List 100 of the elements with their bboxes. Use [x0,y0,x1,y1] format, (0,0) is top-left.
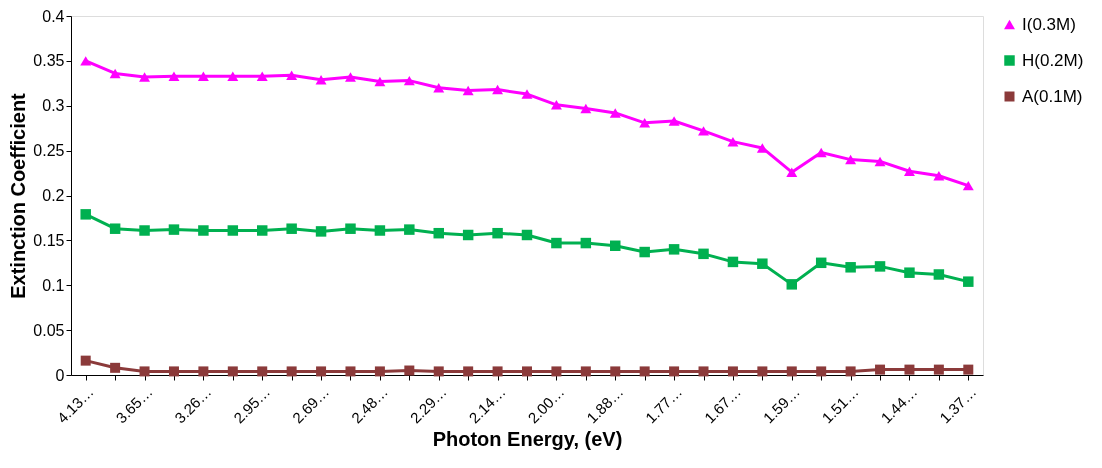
point [80,355,91,366]
point [404,365,415,376]
point [668,116,680,126]
point [933,269,945,280]
point [227,71,239,81]
point [816,366,827,377]
point [139,72,151,82]
point [962,180,974,191]
point [316,366,327,377]
point [80,209,91,220]
point [403,75,415,86]
point [492,84,504,95]
legend-label: H(0.2M) [1022,50,1084,70]
point [492,227,503,239]
point [639,246,650,258]
point [345,72,356,82]
point [786,366,797,377]
y-tick-label: 0.15 [33,231,65,249]
point [433,227,444,239]
point [433,366,444,377]
point [315,226,327,237]
point [727,366,738,377]
point [963,364,974,375]
point [727,256,739,268]
y-tick-label: 0.2 [42,187,65,204]
point [580,237,592,249]
point [522,366,532,377]
point [374,366,385,377]
point [963,276,974,287]
point [639,366,650,377]
point [110,362,121,373]
point [580,103,592,114]
point [610,366,621,377]
point [727,136,739,147]
point [139,366,150,377]
point [462,85,474,96]
point [904,364,915,375]
point [286,223,297,234]
point [521,89,533,99]
point [904,267,915,278]
y-axis-title: Extinction Coefficient [7,92,30,299]
point [521,229,533,241]
point [639,118,651,128]
point [227,366,238,377]
y-tick-label: 0.3 [42,97,65,115]
point [757,366,768,377]
point [168,71,180,81]
legend-label: I(0.3M) [1022,14,1076,34]
point [786,279,798,290]
point [227,225,239,236]
point [315,74,327,85]
point [874,261,886,272]
y-tick-label: 0.25 [33,142,65,160]
point [815,147,827,158]
point [404,224,415,235]
point [139,225,150,236]
point [374,76,386,87]
point [286,366,297,377]
point [580,366,591,377]
point [786,167,798,177]
point [698,366,709,377]
point [874,156,886,167]
point [551,237,562,249]
point [256,225,268,236]
point [845,154,857,165]
point [550,100,562,110]
y-tick-label: 0 [55,366,65,384]
point [845,366,856,377]
point [168,224,180,235]
point [875,364,886,375]
y-tick-label: 0.35 [33,52,65,70]
point [197,71,209,81]
point [463,366,474,377]
point [462,229,474,241]
point [109,223,121,234]
legend-label: A(0.1M) [1022,86,1083,106]
point [345,223,356,234]
point [433,83,445,93]
y-tick-label: 0.4 [42,7,65,25]
point [109,68,121,79]
point [198,366,209,377]
point [198,225,209,236]
point [669,366,680,377]
point [168,366,179,377]
point [933,364,944,375]
point [374,225,386,236]
x-axis-title: Photon Energy, (eV) [432,428,623,451]
point [610,240,621,251]
point [815,257,827,269]
point [492,366,503,377]
point [286,70,298,80]
y-tick-label: 0.1 [42,276,65,294]
point [256,71,268,81]
point [80,56,92,66]
point [903,166,915,177]
point [609,108,621,118]
point [845,262,856,273]
point [551,366,562,377]
point [257,366,268,377]
y-tick-label: 0.05 [33,321,65,339]
